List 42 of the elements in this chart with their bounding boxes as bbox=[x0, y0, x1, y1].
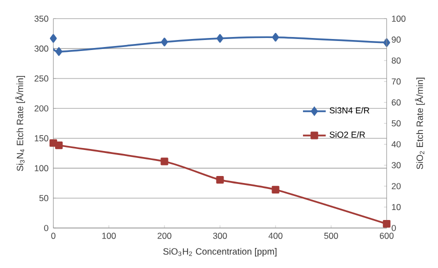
y2-tick-label: 90 bbox=[392, 36, 401, 43]
x-tick-label: 100 bbox=[102, 232, 116, 239]
y2-axis-title: SiO$_{2}$ Etch Rate [Å/min] bbox=[414, 78, 425, 170]
point bbox=[160, 38, 168, 46]
y-tick-label: 200 bbox=[34, 105, 48, 112]
y-tick-label: 350 bbox=[34, 16, 48, 22]
point bbox=[272, 32, 280, 42]
y2-tick-label: 60 bbox=[392, 99, 401, 106]
y2-tick-label: 100 bbox=[392, 16, 406, 22]
point bbox=[50, 34, 57, 43]
y2-tick-label: 70 bbox=[392, 78, 401, 85]
x-tick-label: 500 bbox=[324, 232, 338, 239]
point bbox=[272, 186, 280, 194]
y-tick-label: 50 bbox=[39, 195, 48, 202]
y2-tick-label: 50 bbox=[392, 120, 401, 126]
y2-tick-label: 80 bbox=[392, 57, 401, 64]
point bbox=[55, 142, 63, 150]
y-axis-title: Si$_{3}$N$_{4}$ Etch Rate [Å/min] bbox=[15, 76, 26, 171]
y-tick-label: 300 bbox=[34, 46, 48, 52]
legend-label: SiO2 E/R bbox=[330, 131, 365, 138]
x-tick-label: 600 bbox=[380, 232, 394, 239]
y-tick-label: 250 bbox=[34, 75, 48, 82]
y-tick-label: 100 bbox=[34, 165, 48, 172]
x-axis-title: SiO$_{3}$H$_{2}$ Concentration [ppm] bbox=[163, 248, 276, 256]
point bbox=[382, 220, 390, 228]
y-tick-label: 0 bbox=[44, 224, 48, 232]
point bbox=[216, 34, 224, 43]
x-tick-label: 400 bbox=[268, 232, 282, 239]
y2-tick-label: 20 bbox=[392, 183, 401, 190]
point bbox=[216, 176, 224, 184]
y-tick-label: 150 bbox=[34, 135, 48, 142]
point bbox=[55, 47, 62, 56]
point bbox=[160, 158, 168, 166]
y2-tick-label: 30 bbox=[392, 162, 401, 168]
x-tick-label: 200 bbox=[158, 232, 172, 239]
point bbox=[383, 38, 390, 47]
y2-tick-label: 0 bbox=[392, 224, 396, 232]
legend-label: Si3N4 E/R bbox=[330, 107, 370, 114]
y2-tick-label: 10 bbox=[392, 204, 401, 210]
x-tick-label: 0 bbox=[51, 232, 56, 239]
x-tick-label: 300 bbox=[213, 232, 227, 239]
y2-tick-label: 40 bbox=[392, 141, 401, 148]
